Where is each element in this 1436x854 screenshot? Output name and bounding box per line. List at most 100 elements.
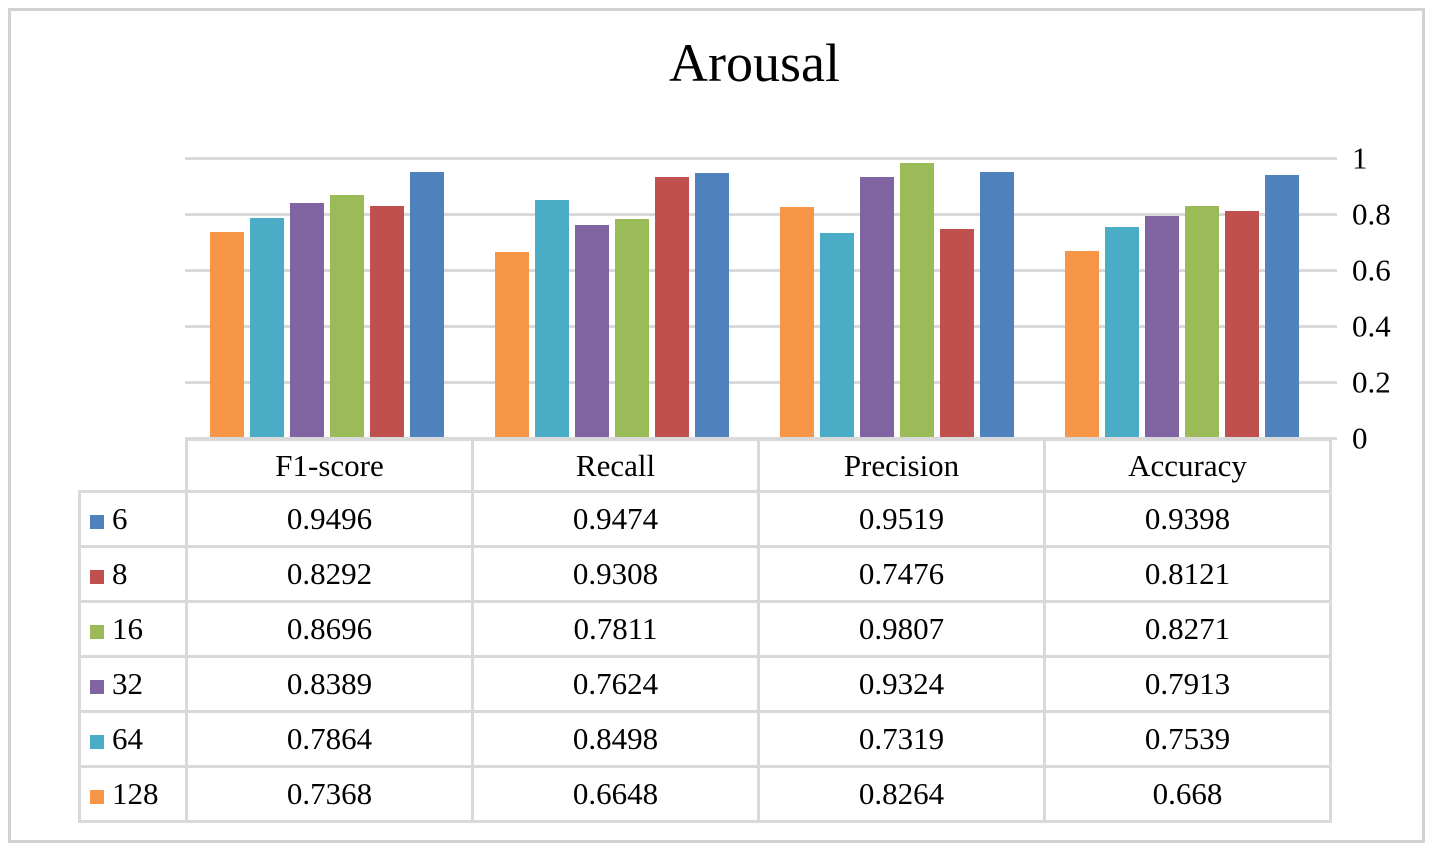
column-header-f1-score: F1-score <box>185 438 474 493</box>
legend-cell-128: 128 <box>78 765 188 823</box>
value-cell: 0.7539 <box>1043 710 1332 768</box>
legend-swatch-icon <box>90 680 104 694</box>
chart-data-table: F1-score Recall Precision Accuracy 6 0.9496 0.… <box>78 438 1332 823</box>
value-cell: 0.7864 <box>185 710 474 768</box>
y-axis-tick <box>1324 324 1337 328</box>
gridline <box>185 212 1324 216</box>
legend-swatch-icon <box>90 570 104 584</box>
y-axis-label: 1 <box>1352 140 1368 176</box>
gridline <box>185 268 1324 272</box>
bar-series-8-accuracy <box>1224 210 1259 438</box>
table-header-row: F1-score Recall Precision Accuracy <box>80 438 1332 493</box>
bar-series-32-precision <box>859 176 894 438</box>
value-cell: 0.7624 <box>471 655 760 713</box>
value-cell: 0.8498 <box>471 710 760 768</box>
legend-cell-16: 16 <box>78 600 188 658</box>
value-cell: 0.7811 <box>471 600 760 658</box>
bar-series-128-precision <box>779 206 814 438</box>
legend-swatch-icon <box>90 625 104 639</box>
bar-group-precision <box>755 158 1040 438</box>
bar-group-recall <box>470 158 755 438</box>
y-axis-label: 0.6 <box>1352 252 1391 288</box>
value-cell: 0.7319 <box>757 710 1046 768</box>
legend-cell-8: 8 <box>78 545 188 603</box>
gridline <box>185 380 1324 384</box>
bar-series-32-recall <box>575 224 610 438</box>
bar-series-128-accuracy <box>1064 251 1099 438</box>
y-axis-label: 0.4 <box>1352 308 1391 344</box>
legend-swatch-icon <box>90 515 104 529</box>
bar-series-16-f1-score <box>330 194 365 438</box>
value-cell: 0.8389 <box>185 655 474 713</box>
y-axis-tick <box>1324 380 1337 384</box>
legend-swatch-icon <box>90 735 104 749</box>
bar-series-64-f1-score <box>250 217 285 438</box>
bar-series-8-recall <box>655 177 690 438</box>
legend-label: 128 <box>112 776 159 811</box>
table-row: 32 0.8389 0.7624 0.9324 0.7913 <box>78 655 1332 713</box>
bar-series-64-accuracy <box>1104 226 1139 438</box>
value-cell: 0.668 <box>1043 765 1332 823</box>
y-axis-label: 0 <box>1352 420 1368 456</box>
legend-cell-64: 64 <box>78 710 188 768</box>
bar-group-accuracy <box>1039 158 1324 438</box>
bar-group-f1-score <box>185 158 470 438</box>
bar-series-8-precision <box>939 228 974 438</box>
value-cell: 0.8696 <box>185 600 474 658</box>
legend-label: 8 <box>112 556 128 591</box>
y-axis-tick <box>1324 436 1337 440</box>
y-axis-tick <box>1324 268 1337 272</box>
legend-label: 32 <box>112 666 143 701</box>
value-cell: 0.8271 <box>1043 600 1332 658</box>
y-axis-label: 0.2 <box>1352 364 1391 400</box>
value-cell: 0.9474 <box>471 490 760 548</box>
bar-series-16-accuracy <box>1184 206 1219 438</box>
bar-series-6-accuracy <box>1264 174 1299 438</box>
value-cell: 0.9398 <box>1043 490 1332 548</box>
y-axis-tick <box>1324 212 1337 216</box>
column-header-precision: Precision <box>757 438 1046 493</box>
y-axis-label: 0.8 <box>1352 196 1391 232</box>
bar-series-6-recall <box>695 172 730 438</box>
table-row: 6 0.9496 0.9474 0.9519 0.9398 <box>78 490 1332 548</box>
bar-series-6-f1-score <box>410 172 445 438</box>
bar-series-64-precision <box>819 233 854 438</box>
bar-series-128-f1-score <box>210 231 245 438</box>
bar-series-128-recall <box>495 251 530 438</box>
bar-series-16-precision <box>899 163 934 438</box>
bar-series-6-precision <box>979 171 1014 438</box>
y-axis-tick <box>1324 156 1337 160</box>
value-cell: 0.9324 <box>757 655 1046 713</box>
value-cell: 0.9496 <box>185 490 474 548</box>
bar-series-32-f1-score <box>290 203 325 438</box>
legend-label: 6 <box>112 501 128 536</box>
value-cell: 0.9308 <box>471 545 760 603</box>
table-row: 16 0.8696 0.7811 0.9807 0.8271 <box>78 600 1332 658</box>
legend-cell-32: 32 <box>78 655 188 713</box>
value-cell: 0.9807 <box>757 600 1046 658</box>
value-cell: 0.7368 <box>185 765 474 823</box>
value-cell: 0.7476 <box>757 545 1046 603</box>
gridline <box>185 324 1324 328</box>
chart-title: Arousal <box>669 33 840 93</box>
bar-series-16-recall <box>615 219 650 438</box>
table-corner-cell <box>80 440 187 492</box>
bar-groups <box>185 158 1324 438</box>
column-header-recall: Recall <box>471 438 760 493</box>
legend-label: 64 <box>112 721 143 756</box>
bar-series-32-accuracy <box>1144 216 1179 438</box>
table-row: 8 0.8292 0.9308 0.7476 0.8121 <box>78 545 1332 603</box>
bar-series-8-f1-score <box>370 205 405 438</box>
column-header-accuracy: Accuracy <box>1043 438 1332 493</box>
value-cell: 0.8292 <box>185 545 474 603</box>
value-cell: 0.9519 <box>757 490 1046 548</box>
table-row: 64 0.7864 0.8498 0.7319 0.7539 <box>78 710 1332 768</box>
gridline <box>185 436 1324 440</box>
legend-cell-6: 6 <box>78 490 188 548</box>
plot-area <box>185 156 1337 440</box>
gridline <box>185 156 1324 160</box>
bar-series-64-recall <box>535 200 570 438</box>
table-row: 128 0.7368 0.6648 0.8264 0.668 <box>78 765 1332 823</box>
legend-swatch-icon <box>90 790 104 804</box>
